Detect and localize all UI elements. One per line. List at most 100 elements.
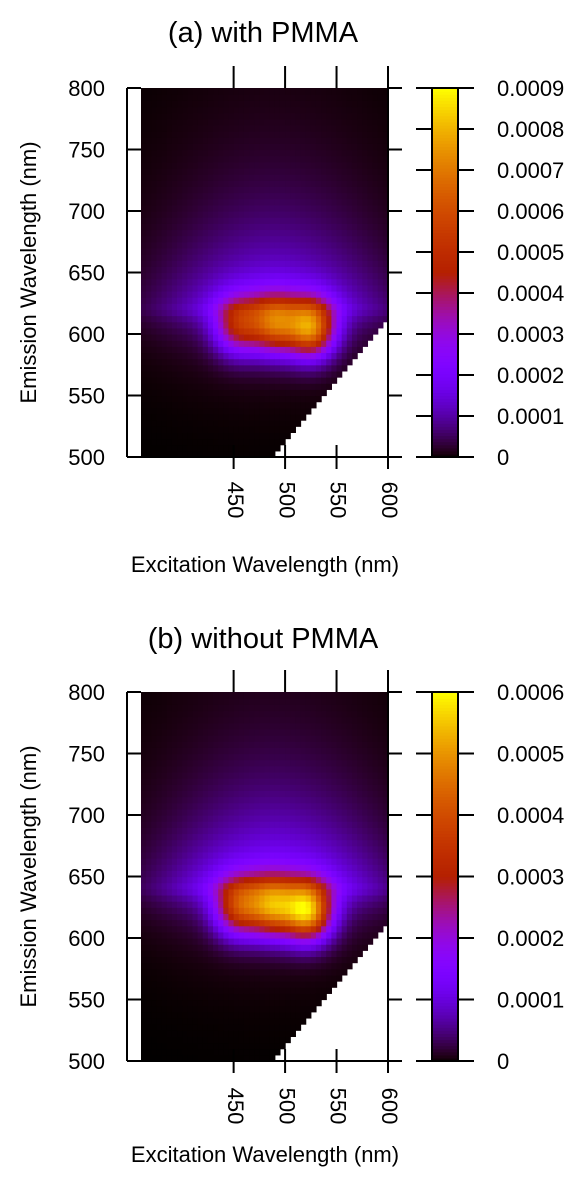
heatmap-cell <box>177 438 183 446</box>
heatmap-cell <box>141 870 147 878</box>
heatmap-cell <box>171 692 178 699</box>
heatmap-cell <box>269 790 276 798</box>
heatmap-cell <box>166 352 173 360</box>
heatmap-cell <box>218 88 224 95</box>
heatmap-cell <box>156 698 163 705</box>
heatmap-cell <box>264 765 271 773</box>
heatmap-cell <box>177 266 183 274</box>
heatmap-cell <box>192 888 199 896</box>
heatmap-cell <box>218 692 224 699</box>
heatmap-cell <box>166 907 173 914</box>
colorbar-segment <box>432 164 458 169</box>
heatmap-cell <box>315 938 322 945</box>
heatmap-cell <box>351 155 358 163</box>
heatmap-cell <box>300 913 307 921</box>
heatmap-cell <box>290 198 296 206</box>
heatmap-cell <box>238 796 245 804</box>
heatmap-cell <box>249 1017 255 1025</box>
heatmap-cell <box>171 919 178 927</box>
heatmap-cell <box>218 790 224 798</box>
heatmap-cell <box>213 882 219 890</box>
heatmap-cell <box>377 204 384 212</box>
heatmap-cell <box>331 155 338 163</box>
heatmap-cell <box>341 174 348 181</box>
heatmap-cell <box>346 204 353 212</box>
heatmap-cell <box>321 297 327 304</box>
heatmap-cell <box>161 124 168 132</box>
heatmap-cell <box>326 710 332 718</box>
heatmap-cell <box>223 198 230 206</box>
heatmap-cell <box>177 432 183 440</box>
heatmap-cell <box>192 204 199 212</box>
heatmap-cell <box>264 377 271 384</box>
colorbar-segment <box>432 330 458 335</box>
heatmap-cell <box>249 407 255 415</box>
heatmap-cell <box>315 944 322 951</box>
heatmap-cell <box>192 413 199 421</box>
heatmap-cell <box>202 272 209 280</box>
heatmap-cell <box>182 450 188 458</box>
heatmap-cell <box>295 334 302 341</box>
heatmap-cell <box>351 186 358 194</box>
heatmap-cell <box>171 1005 178 1013</box>
heatmap-cell <box>310 759 317 767</box>
heatmap-cell <box>367 272 374 280</box>
heatmap-cell <box>228 334 235 341</box>
heatmap-cell <box>202 364 209 372</box>
heatmap-cell <box>336 315 343 323</box>
heatmap-cell <box>249 1024 255 1031</box>
colorbar-segment <box>432 435 458 440</box>
heatmap-cell <box>197 364 204 372</box>
heatmap-cell <box>171 94 178 101</box>
heatmap-cell <box>141 919 147 927</box>
heatmap-cell <box>228 407 235 415</box>
heatmap-cell <box>300 149 307 157</box>
heatmap-cell <box>295 358 302 366</box>
heatmap-cell <box>269 290 276 298</box>
heatmap-cell <box>279 303 286 310</box>
heatmap-cell <box>171 247 178 255</box>
heatmap-cell <box>279 808 286 816</box>
heatmap-cell <box>213 1030 219 1037</box>
heatmap-cell <box>264 137 271 144</box>
heatmap-cell <box>259 167 266 175</box>
heatmap-cell <box>238 864 245 871</box>
heatmap-cell <box>300 692 307 699</box>
heatmap-cell <box>321 272 327 280</box>
heatmap-cell <box>243 94 250 101</box>
heatmap-cell <box>238 962 245 970</box>
colorbar-segment <box>432 155 458 160</box>
heatmap-cell <box>331 377 338 384</box>
heatmap-cell <box>285 112 291 120</box>
heatmap-cell <box>156 827 163 835</box>
heatmap-cell <box>156 802 163 810</box>
colorbar-segment <box>432 272 458 277</box>
heatmap-cell <box>310 919 317 927</box>
heatmap-cell <box>192 192 199 200</box>
heatmap-cell <box>202 229 209 237</box>
heatmap-cell <box>166 327 173 335</box>
heatmap-cell <box>326 358 332 366</box>
heatmap-cell <box>171 944 178 951</box>
heatmap-cell <box>382 297 389 304</box>
heatmap-cell <box>243 426 250 433</box>
heatmap-cell <box>274 180 281 187</box>
heatmap-cell <box>233 802 240 810</box>
heatmap-cell <box>269 223 276 231</box>
heatmap-cell <box>202 94 209 101</box>
heatmap-cell <box>264 334 271 341</box>
heatmap-cell <box>156 808 163 816</box>
heatmap-cell <box>315 266 322 274</box>
heatmap-cell <box>187 235 194 243</box>
heatmap-cell <box>259 278 266 286</box>
heatmap-cell <box>362 131 369 138</box>
heatmap-cell <box>285 845 291 853</box>
heatmap-cell <box>269 894 276 902</box>
heatmap-cell <box>279 1042 286 1050</box>
heatmap-cell <box>274 753 281 761</box>
heatmap-cell <box>141 796 147 804</box>
heatmap-cell <box>156 297 163 304</box>
heatmap-cell <box>254 845 260 853</box>
heatmap-cell <box>279 876 286 884</box>
heatmap-cell <box>341 223 348 231</box>
